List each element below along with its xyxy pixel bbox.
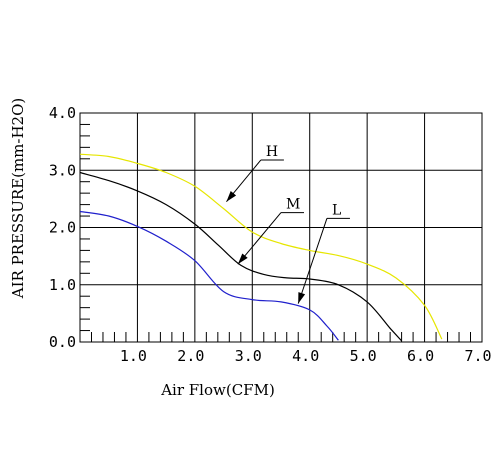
arrowhead-l — [298, 292, 306, 304]
x-tick-label: 7.0 — [464, 347, 491, 365]
series-layer — [79, 153, 443, 342]
series-label-h: H — [266, 144, 278, 160]
leader-line-m — [237, 212, 282, 265]
series-label-l: L — [332, 202, 341, 218]
x-tick-label: 2.0 — [177, 347, 204, 365]
y-tick-label: 2.0 — [49, 219, 76, 237]
x-tick-labels: 1.0 2.0 3.0 4.0 5.0 6.0 7.0 — [120, 347, 492, 365]
arrowhead-m — [237, 253, 248, 265]
plot-frame — [79, 112, 483, 343]
x-tick-label: 1.0 — [120, 347, 147, 365]
x-tick-label: 4.0 — [292, 347, 319, 365]
y-tick-label: 0.0 — [49, 333, 76, 351]
series-label-m: M — [286, 197, 300, 213]
grid-lines — [80, 113, 482, 342]
y-tick-labels: 0.0 1.0 2.0 3.0 4.0 — [49, 104, 76, 351]
y-axis-title: AIR PRESSURE(mm-H2O) — [9, 98, 27, 299]
minor-ticks — [80, 123, 472, 342]
arrowhead-h — [226, 191, 237, 202]
x-tick-label: 5.0 — [350, 347, 377, 365]
y-tick-label: 4.0 — [49, 104, 76, 122]
series-line-m — [79, 171, 403, 342]
y-tick-label: 1.0 — [49, 276, 76, 294]
x-tick-label: 3.0 — [235, 347, 262, 365]
x-tick-label: 6.0 — [407, 347, 434, 365]
leader-line-l — [297, 218, 328, 304]
x-axis-title: Air Flow(CFM) — [160, 381, 275, 399]
series-line-h — [79, 153, 443, 340]
series-line-l — [79, 210, 339, 341]
y-tick-label: 3.0 — [49, 161, 76, 179]
annotation-layer: H M L — [226, 144, 350, 304]
